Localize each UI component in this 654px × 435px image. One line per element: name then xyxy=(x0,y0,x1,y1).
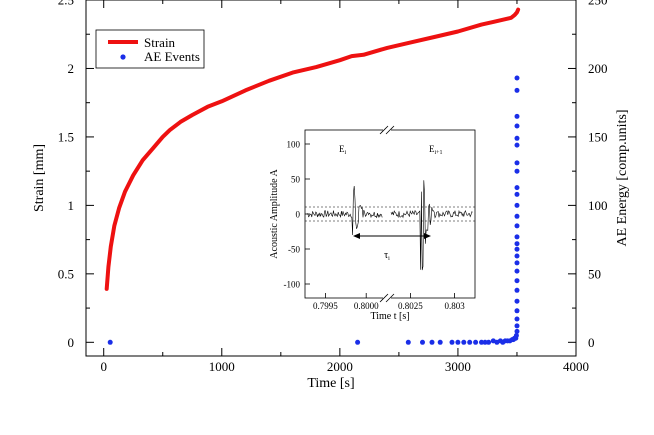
strain-line xyxy=(104,7,521,291)
y-axis-label: Strain [mm] xyxy=(32,144,47,212)
ae-event-point xyxy=(514,323,520,329)
ae-event-point xyxy=(405,339,411,345)
y2-tick-label: 50 xyxy=(588,266,601,281)
inset-x-tick-label: 0.8000 xyxy=(354,301,379,311)
y-tick-label: 1.5 xyxy=(58,129,74,144)
legend-ae-label: AE Events xyxy=(144,49,200,64)
ae-event-point xyxy=(473,339,479,345)
ae-event-point xyxy=(514,123,520,129)
ae-event-point xyxy=(514,246,520,252)
y2-tick-label: 150 xyxy=(588,129,608,144)
inset-x-tick-label: 0.7995 xyxy=(313,301,338,311)
ae-event-point xyxy=(486,339,492,345)
inset-x-tick-label: 0.8025 xyxy=(398,301,423,311)
inset-y-tick-label: -100 xyxy=(284,280,301,290)
y2-axis-label: AE Energy [comp.units] xyxy=(615,110,630,247)
y-tick-label: 1 xyxy=(68,198,75,213)
ae-event-point xyxy=(514,253,520,259)
ae-event-point xyxy=(514,75,520,81)
ae-event-point xyxy=(514,113,520,119)
ae-event-point xyxy=(514,241,520,247)
ae-event-point xyxy=(420,339,425,345)
ae-event-point xyxy=(455,339,461,345)
ae-event-point xyxy=(514,87,520,93)
inset-y-axis-label: Acoustic Amplitude A xyxy=(269,169,280,259)
ae-event-point xyxy=(514,287,520,293)
ae-event-point xyxy=(107,339,113,345)
y-tick-label: 2.5 xyxy=(58,0,74,8)
ae-event-point xyxy=(514,160,520,166)
ae-event-point xyxy=(467,339,473,345)
ae-event-point xyxy=(461,339,467,345)
ae-event-point xyxy=(514,202,520,208)
ae-event-point xyxy=(514,308,520,314)
ae-events-points xyxy=(107,75,520,345)
inset-axis-break-top xyxy=(379,125,395,135)
inset-y-tick-label: 50 xyxy=(291,175,301,185)
ae-event-point xyxy=(514,135,520,141)
inset-event-label-ei1: Ei+1 xyxy=(429,144,443,156)
y2-tick-label: 250 xyxy=(588,0,608,8)
inset-signal-trace xyxy=(390,180,473,271)
y2-axis-ticks: 0 50 100 150 200 250 xyxy=(568,0,608,350)
inset-y-tick-label: 0 xyxy=(296,210,301,220)
y-axis-ticks: 0 0.5 1 1.5 2 2.5 xyxy=(58,0,94,350)
y2-tick-label: 200 xyxy=(588,61,608,76)
inset-x-tick-label: 0.803 xyxy=(444,301,465,311)
ae-event-point xyxy=(514,213,520,219)
inset-x-axis-label: Time t [s] xyxy=(370,311,409,322)
ae-event-point xyxy=(437,339,443,345)
inset-event-label-ei: Ei xyxy=(339,144,347,156)
inset-interval-label: τi xyxy=(384,250,390,262)
x-tick-label: 2000 xyxy=(327,359,353,374)
legend-box xyxy=(95,29,205,69)
inset-y-tick-label: -50 xyxy=(288,245,300,255)
x-tick-label: 1000 xyxy=(209,359,235,374)
plot-frame xyxy=(85,0,577,357)
ae-event-point xyxy=(429,339,435,345)
ae-event-point xyxy=(514,328,520,334)
ae-event-point xyxy=(514,260,520,266)
ae-event-point xyxy=(514,168,520,174)
inset-interval-arrow xyxy=(353,233,431,239)
x-axis-label: Time [s] xyxy=(307,376,354,391)
ae-event-point xyxy=(514,268,520,274)
inset-signal xyxy=(305,180,475,271)
inset-axis-break-bottom xyxy=(379,293,395,303)
x-tick-label: 0 xyxy=(100,359,107,374)
ae-event-point xyxy=(355,339,361,345)
inset-signal-trace xyxy=(306,185,383,236)
ae-event-point xyxy=(514,142,520,148)
legend-ae-swatch xyxy=(120,54,126,60)
inset-y-tick-label: 100 xyxy=(287,140,301,150)
ae-event-point xyxy=(514,278,520,284)
ae-event-point xyxy=(514,185,520,191)
ae-event-point xyxy=(514,223,520,229)
legend-strain-label: Strain xyxy=(144,35,176,50)
ae-event-point xyxy=(514,234,520,240)
ae-event-point xyxy=(449,339,455,345)
x-tick-label: 3000 xyxy=(445,359,471,374)
x-tick-label: 4000 xyxy=(563,359,589,374)
x-axis-ticks: 0 1000 2000 3000 4000 xyxy=(100,0,589,374)
y2-tick-label: 0 xyxy=(588,335,595,350)
ae-event-point xyxy=(513,333,519,338)
y-tick-label: 0.5 xyxy=(58,266,74,281)
y-tick-label: 2 xyxy=(68,61,75,76)
ae-event-point xyxy=(514,298,520,304)
series-layer xyxy=(104,7,521,345)
inset-background xyxy=(261,122,492,322)
y2-tick-label: 100 xyxy=(588,198,608,213)
ae-event-point xyxy=(479,339,484,345)
ae-event-point xyxy=(514,316,520,322)
y-tick-label: 0 xyxy=(68,335,75,350)
ae-event-point xyxy=(482,339,488,345)
legend: Strain AE Events xyxy=(95,29,205,69)
ae-event-point xyxy=(514,191,520,197)
